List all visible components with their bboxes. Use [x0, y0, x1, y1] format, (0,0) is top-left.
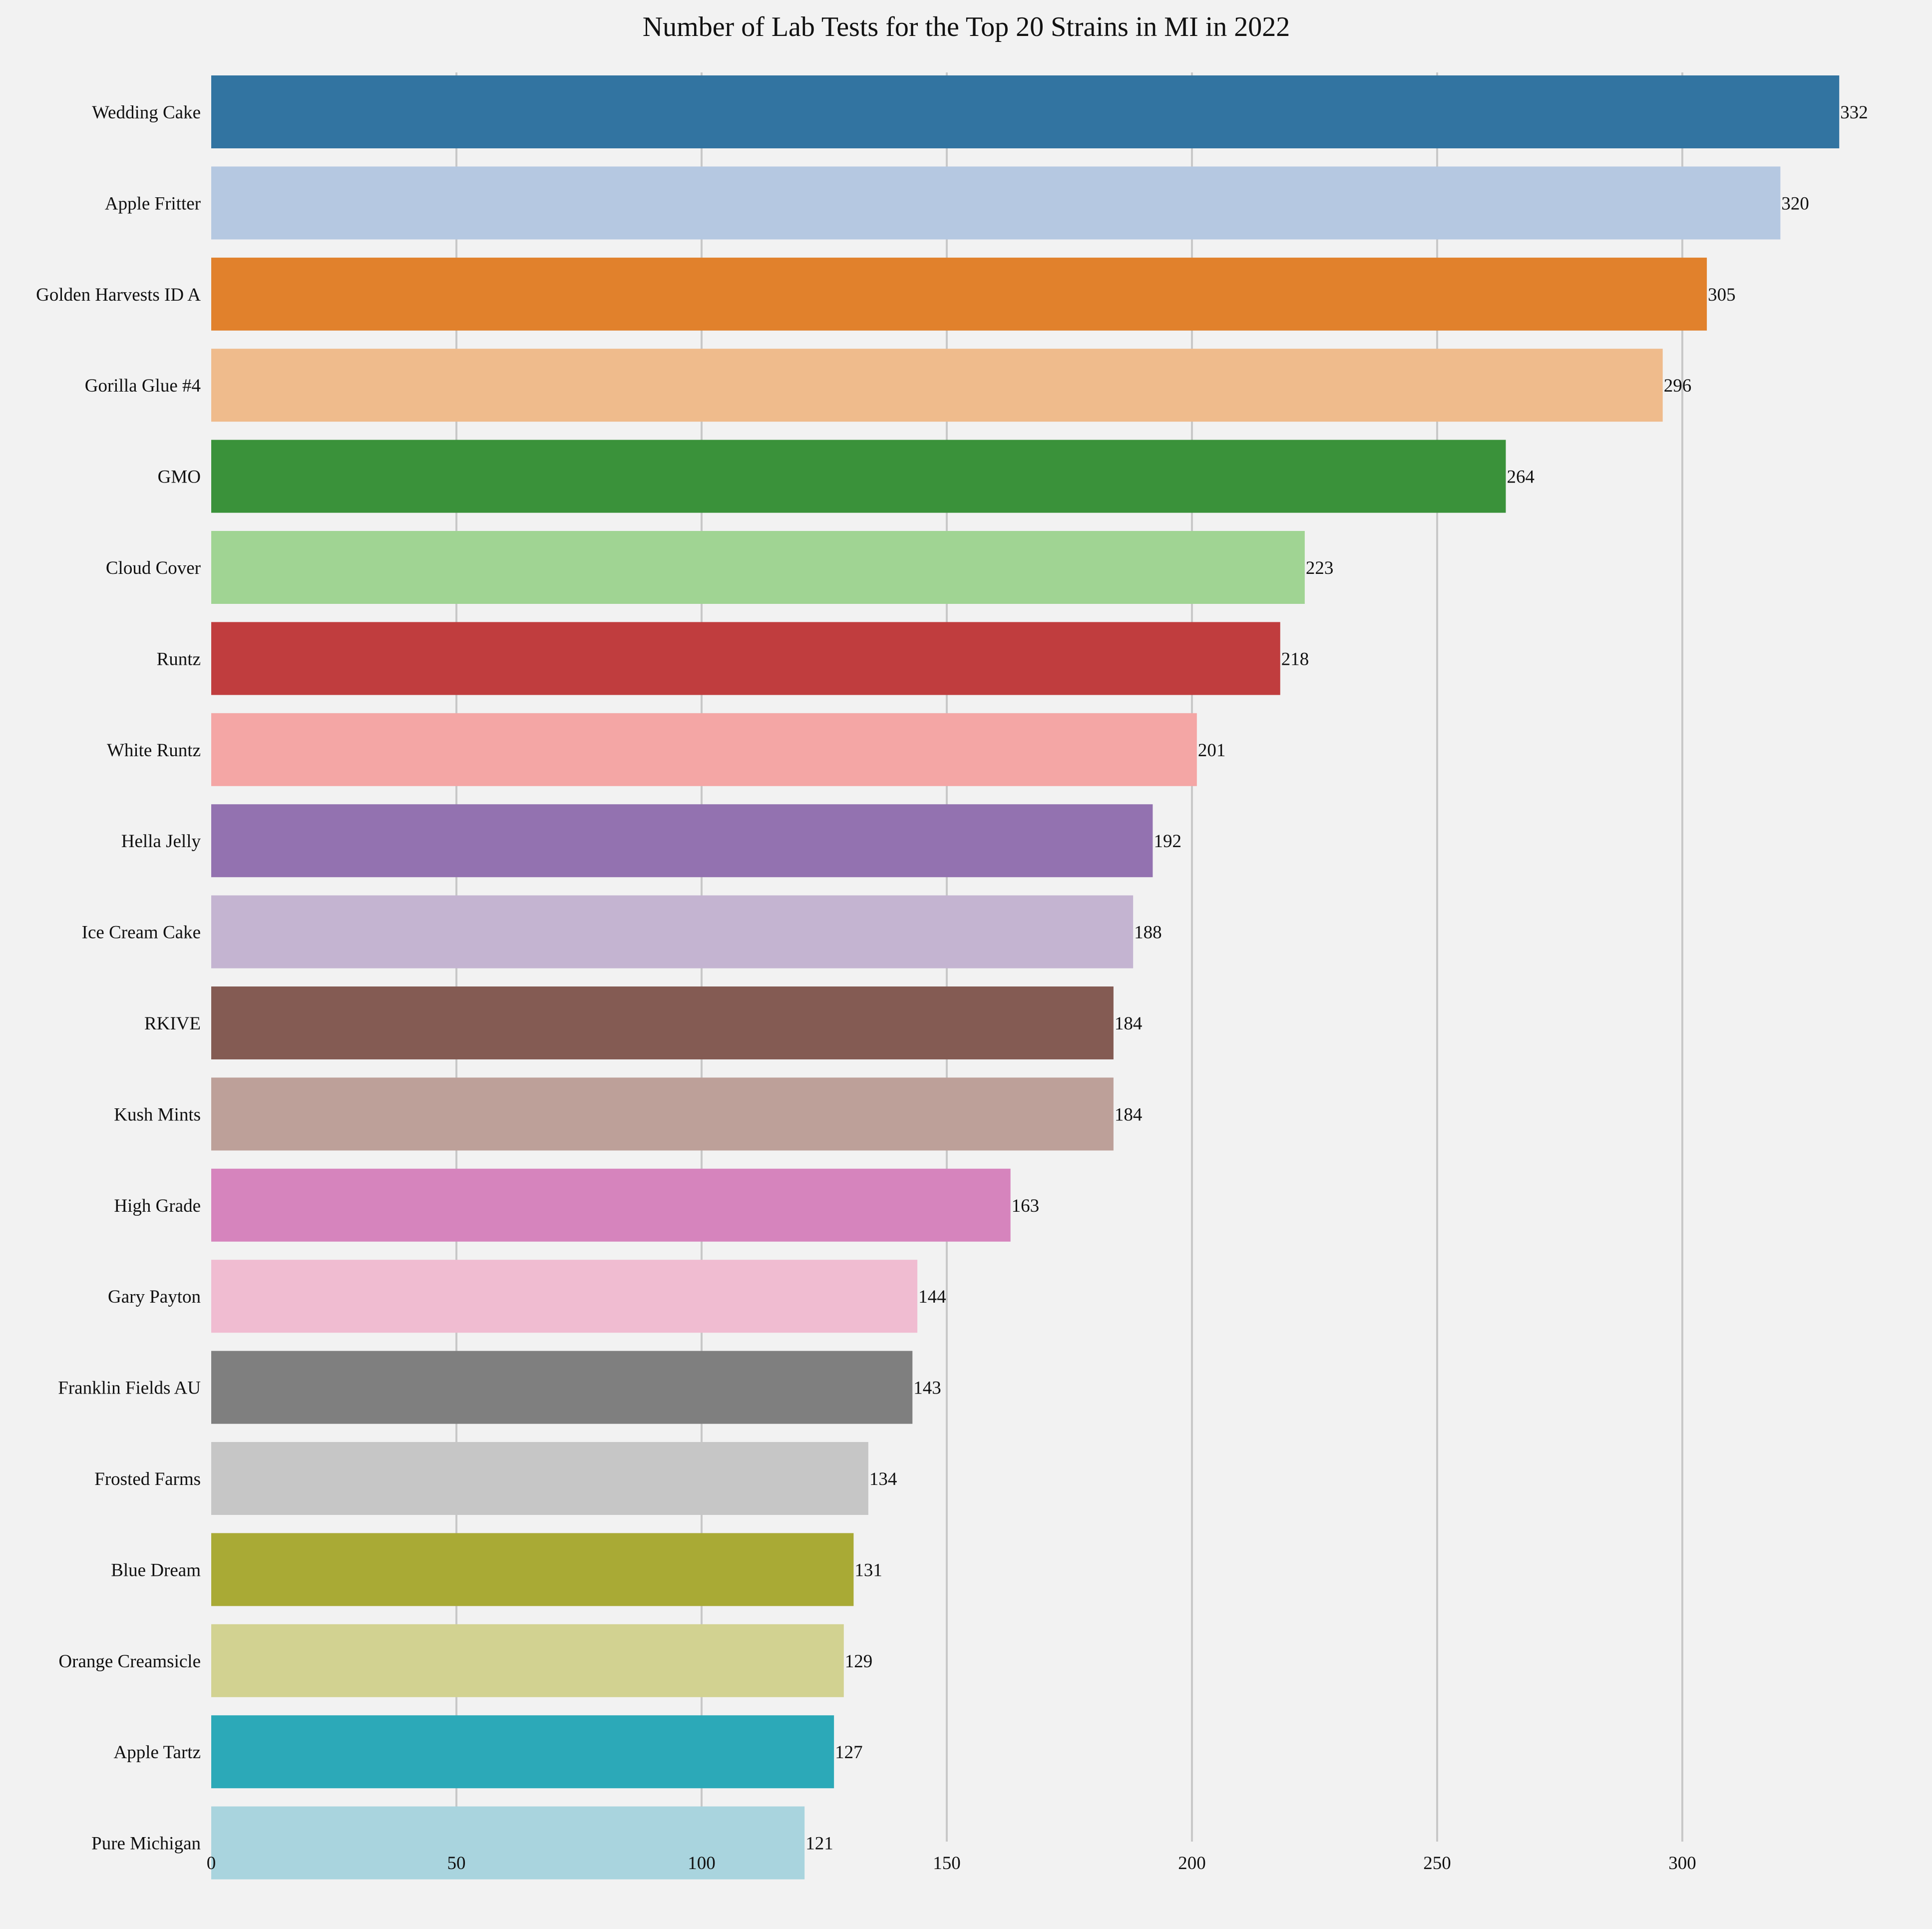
y-tick-label: Gary Payton [108, 1287, 201, 1307]
bar [211, 1806, 805, 1880]
x-tick-label: 150 [933, 1853, 961, 1874]
y-tick-label: Apple Fritter [105, 193, 201, 214]
data-label: 264 [1507, 467, 1535, 487]
data-label: 143 [913, 1378, 941, 1399]
bar [211, 895, 1134, 968]
bar [211, 1442, 868, 1515]
y-tick-label: Kush Mints [114, 1104, 201, 1125]
data-label: 131 [854, 1560, 882, 1580]
y-tick-label: RKIVE [144, 1013, 201, 1034]
y-tick-label: Frosted Farms [94, 1469, 201, 1489]
data-label: 320 [1781, 193, 1809, 214]
bar [211, 349, 1663, 422]
x-tick-label: 300 [1668, 1853, 1696, 1874]
bar [211, 75, 1840, 148]
bar [211, 1351, 913, 1424]
bar [211, 257, 1707, 331]
data-label: 121 [805, 1834, 833, 1854]
data-label: 201 [1198, 740, 1226, 761]
y-tick-label: Hella Jelly [121, 831, 201, 852]
y-tick-label: Gorilla Glue #4 [85, 376, 201, 396]
y-tick-label: Wedding Cake [92, 102, 201, 123]
data-label: 184 [1115, 1104, 1143, 1125]
bar [211, 1624, 844, 1697]
y-tick-label: Runtz [157, 649, 201, 669]
bar [211, 804, 1153, 878]
y-tick-label: Orange Creamsicle [58, 1651, 201, 1672]
y-tick-label: Golden Harvests ID A [36, 285, 201, 305]
y-tick-label: Blue Dream [111, 1560, 201, 1580]
y-tick-label: Cloud Cover [106, 558, 201, 578]
labels: 0 50 100 150 200 250 300 Wedding Cake 332 Apple F… [36, 102, 1868, 1874]
x-tick-label: 100 [688, 1853, 716, 1874]
data-label: 134 [869, 1469, 897, 1489]
data-label: 188 [1134, 923, 1162, 943]
bar [211, 1260, 918, 1333]
data-label: 223 [1306, 558, 1334, 578]
bar [211, 986, 1114, 1059]
bar [211, 1077, 1114, 1151]
bar [211, 531, 1305, 604]
data-label: 218 [1281, 649, 1309, 669]
y-tick-label: Ice Cream Cake [82, 923, 201, 943]
data-label: 184 [1115, 1013, 1143, 1034]
x-tick-label: 200 [1178, 1853, 1206, 1874]
bar [211, 1715, 834, 1789]
bar [211, 713, 1197, 786]
chart-title: Number of Lab Tests for the Top 20 Strai… [643, 11, 1290, 42]
data-label: 192 [1154, 831, 1181, 852]
x-tick-label: 0 [207, 1853, 216, 1874]
y-tick-label: High Grade [114, 1196, 201, 1216]
bar [211, 166, 1781, 240]
data-label: 296 [1664, 376, 1692, 396]
y-tick-label: Franklin Fields AU [58, 1378, 201, 1399]
bars [211, 75, 1840, 1880]
bar [211, 1168, 1011, 1242]
y-tick-label: Apple Tartz [114, 1742, 201, 1763]
x-tick-label: 250 [1423, 1853, 1451, 1874]
data-label: 332 [1840, 102, 1868, 123]
bar [211, 622, 1280, 695]
y-tick-label: GMO [158, 467, 201, 487]
data-label: 144 [918, 1287, 946, 1307]
data-label: 163 [1012, 1196, 1040, 1216]
data-label: 127 [835, 1742, 863, 1763]
bar [211, 1533, 854, 1606]
data-label: 129 [845, 1651, 873, 1672]
x-tick-label: 50 [447, 1853, 466, 1874]
y-tick-label: Pure Michigan [91, 1834, 201, 1854]
data-label: 305 [1708, 285, 1736, 305]
bar [211, 440, 1506, 513]
y-tick-label: White Runtz [107, 740, 201, 761]
